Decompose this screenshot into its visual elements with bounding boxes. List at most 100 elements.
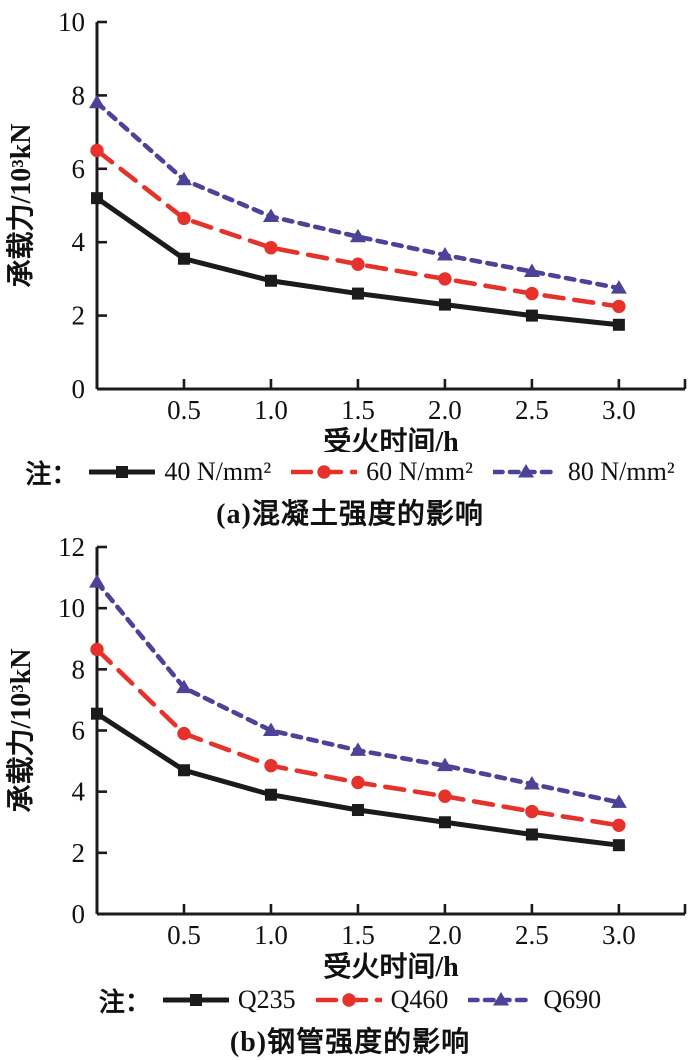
dotted-line-triangle-marker-icon — [492, 464, 559, 478]
y-tick-label: 12 — [58, 532, 85, 562]
triangle-marker — [89, 94, 105, 109]
y-axis-title: 承载力/10³kN — [5, 649, 37, 813]
circle-marker — [90, 642, 104, 657]
axes: 0 2 4 6 8 10 0.5 1.0 1.5 2.0 2.5 3.0 — [58, 7, 687, 425]
triangle-marker — [262, 722, 279, 736]
dashed-line-circle-marker-icon — [315, 993, 382, 1007]
y-axis-title: 承载力/10³kN — [5, 124, 37, 288]
solid-line-square-marker-icon — [89, 466, 156, 478]
axes: 0 2 4 6 8 10 12 0.5 1.0 1.5 2.0 2.5 3.0 — [58, 532, 687, 950]
triangle-marker — [523, 776, 540, 790]
x-tick-label: 1.0 — [254, 920, 288, 950]
y-tick-label: 6 — [72, 154, 86, 184]
y-tick-label: 10 — [58, 7, 85, 37]
chart-b-legend-item-q460: Q460 — [315, 985, 449, 1015]
circle-marker — [264, 241, 278, 255]
y-tick-label: 0 — [72, 374, 86, 404]
triangle-marker — [610, 794, 627, 808]
x-axis-title: 受火时间/h — [323, 426, 459, 452]
x-tick-label: 1.5 — [341, 920, 375, 950]
circle-marker — [341, 993, 356, 1007]
square-marker — [189, 994, 202, 1006]
y-tick-label: 8 — [72, 654, 86, 684]
x-tick-label: 2.0 — [428, 920, 462, 950]
triangle-marker — [89, 574, 105, 588]
y-tick-label: 8 — [72, 80, 86, 110]
square-marker — [612, 839, 625, 852]
square-marker — [525, 828, 538, 841]
y-tick-label: 10 — [58, 593, 85, 623]
series-2 — [89, 94, 627, 294]
x-tick-label: 2.0 — [428, 395, 462, 425]
x-tick-label: 2.5 — [515, 395, 549, 425]
series-line — [94, 579, 622, 805]
solid-line-square-marker-icon — [162, 994, 229, 1006]
square-marker — [612, 318, 625, 331]
chart-a: 0 2 4 6 8 10 0.5 1.0 1.5 2.0 2.5 3.0 受火时间/h 承载力/10³kN… — [0, 7, 700, 530]
chart-a-legend-label-80: 80 N/mm² — [567, 457, 675, 486]
y-tick-label: 4 — [72, 777, 86, 807]
circle-marker — [264, 758, 278, 773]
chart-a-legend-item-40: 40 N/mm² — [89, 457, 271, 487]
series-1 — [90, 642, 626, 833]
circle-marker — [612, 299, 626, 314]
square-marker — [116, 466, 129, 478]
square-marker — [351, 287, 364, 300]
square-marker — [264, 274, 277, 287]
chart-b: 0 2 4 6 8 10 12 0.5 1.0 1.5 2.0 2.5 3.0 受火时间/h 承载力/10³… — [0, 532, 700, 1060]
chart-a-legend-label-40: 40 N/mm² — [164, 457, 272, 486]
chart-a-legend: 注： 40 N/mm² 60 N/mm² 80 N/mm² — [0, 452, 700, 492]
triangle-marker — [493, 992, 510, 1006]
series-0 — [91, 707, 625, 852]
chart-b-plot: 0 2 4 6 8 10 12 0.5 1.0 1.5 2.0 2.5 3.0 受火时间/h 承载力/10³… — [5, 532, 687, 980]
chart-a-legend-label-60: 60 N/mm² — [366, 457, 473, 486]
x-tick-label: 3.0 — [602, 920, 636, 950]
series-1 — [90, 143, 626, 314]
square-marker — [177, 252, 190, 265]
chart-b-legend-label-q690: Q690 — [543, 985, 602, 1014]
triangle-marker — [517, 464, 534, 478]
y-tick-label: 0 — [72, 899, 86, 929]
circle-marker — [90, 143, 104, 158]
triangle-marker — [523, 263, 540, 278]
triangle-marker — [610, 280, 627, 294]
circle-marker — [525, 286, 539, 301]
dotted-line-triangle-marker-icon — [468, 992, 535, 1006]
circle-marker — [612, 818, 626, 833]
chart-b-legend-item-q235: Q235 — [162, 985, 296, 1015]
chart-a-caption: (a)混凝土强度的影响 — [216, 499, 484, 530]
square-marker — [91, 707, 103, 720]
x-tick-label: 2.5 — [515, 920, 549, 950]
chart-a-legend-item-60: 60 N/mm² — [291, 457, 473, 487]
chart-b-legend-label-q460: Q460 — [390, 985, 449, 1014]
circle-marker — [177, 211, 191, 226]
y-tick-label: 2 — [72, 838, 86, 868]
square-marker — [264, 788, 277, 801]
chart-b-legend: 注： Q235 Q460 Q690 — [0, 980, 700, 1020]
circle-marker — [351, 775, 365, 790]
y-tick-label: 6 — [72, 716, 86, 746]
triangle-marker — [175, 171, 192, 186]
chart-a-legend-note: 注： — [25, 459, 78, 489]
chart-a-plot: 0 2 4 6 8 10 0.5 1.0 1.5 2.0 2.5 3.0 受火时间/h 承载力/10³kN — [5, 7, 687, 452]
triangle-marker — [349, 742, 366, 756]
triangle-marker — [436, 247, 453, 261]
series-0 — [91, 192, 625, 331]
square-marker — [438, 816, 451, 829]
square-marker — [351, 804, 364, 817]
circle-marker — [438, 789, 452, 803]
circle-marker — [317, 465, 331, 479]
square-marker — [525, 309, 538, 322]
chart-b-legend-label-q235: Q235 — [237, 985, 296, 1014]
triangle-marker — [175, 679, 192, 694]
x-tick-label: 1.0 — [254, 395, 288, 425]
chart-a-legend-item-80: 80 N/mm² — [492, 457, 675, 487]
square-marker — [177, 764, 190, 777]
triangle-marker — [436, 757, 453, 772]
dashed-line-circle-marker-icon — [291, 465, 358, 479]
square-marker — [91, 192, 103, 205]
x-tick-label: 1.5 — [341, 395, 375, 425]
triangle-marker — [349, 228, 366, 243]
square-marker — [438, 298, 451, 311]
